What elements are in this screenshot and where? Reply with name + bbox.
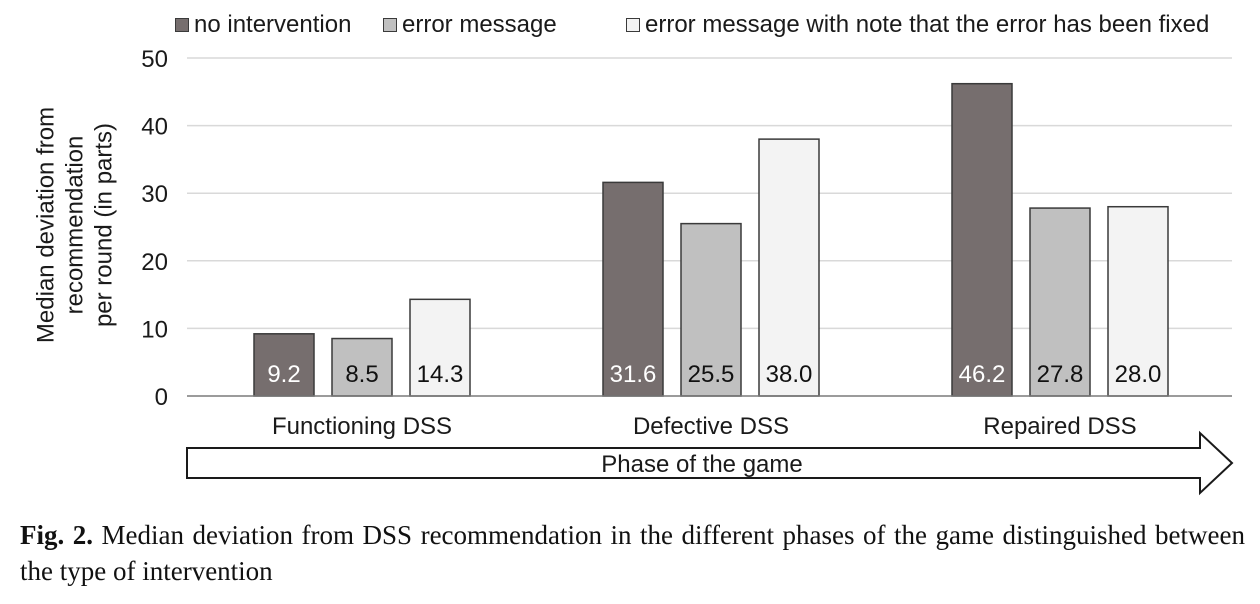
legend-item-error-fixed: error message with note that the error h… bbox=[626, 10, 1209, 40]
y-tick-label: 10 bbox=[141, 316, 168, 343]
y-tick-label: 40 bbox=[141, 114, 168, 141]
y-tick-label: 30 bbox=[141, 181, 168, 208]
legend-swatch-no-intervention bbox=[175, 18, 189, 32]
legend-item-no-intervention: no intervention bbox=[175, 10, 351, 40]
bar-value-label: 27.8 bbox=[1037, 361, 1084, 388]
bar-value-label: 46.2 bbox=[959, 361, 1006, 388]
y-tick-label: 0 bbox=[155, 384, 168, 411]
bar bbox=[602, 181, 664, 397]
phase-arrow bbox=[186, 430, 1234, 496]
bar bbox=[409, 298, 471, 397]
x-tick-label: Functioning DSS bbox=[272, 413, 452, 440]
x-tick-label: Defective DSS bbox=[633, 413, 789, 440]
legend-label-error-fixed: error message with note that the error h… bbox=[645, 11, 1210, 38]
bar bbox=[680, 222, 742, 397]
figure-caption: Fig. 2. Median deviation from DSS recomm… bbox=[20, 517, 1245, 589]
y-tick-label: 20 bbox=[141, 249, 168, 276]
bar bbox=[1029, 207, 1091, 397]
bar bbox=[253, 333, 315, 397]
bar bbox=[1107, 205, 1169, 397]
bar-value-label: 31.6 bbox=[610, 361, 657, 388]
legend-label-no-intervention: no intervention bbox=[194, 11, 352, 38]
figure-caption-label: Fig. 2. bbox=[20, 520, 94, 550]
x-tick-label: Repaired DSS bbox=[983, 413, 1136, 440]
legend-swatch-error-fixed bbox=[626, 18, 640, 32]
bar-value-label: 28.0 bbox=[1115, 361, 1162, 388]
legend-label-error-message: error message bbox=[402, 11, 557, 38]
legend-swatch-error-message bbox=[383, 18, 397, 32]
bar bbox=[758, 138, 820, 397]
bar-value-label: 38.0 bbox=[766, 361, 813, 388]
bar bbox=[331, 337, 393, 397]
bar-chart: 0 10 20 30 40 50 9.2 8.5 14.3 Functioning DSS 31.6… bbox=[141, 46, 1234, 496]
figure-caption-text: Median deviation from DSS recommendation… bbox=[20, 520, 1246, 586]
bar-value-label: 25.5 bbox=[688, 361, 735, 388]
bar-value-label: 8.5 bbox=[345, 361, 378, 388]
y-tick-label: 50 bbox=[141, 46, 168, 73]
bar bbox=[951, 82, 1013, 397]
bar-value-label: 9.2 bbox=[267, 361, 300, 388]
legend-item-error-message: error message bbox=[383, 10, 557, 40]
x-axis-label: Phase of the game bbox=[601, 451, 802, 478]
bar-value-label: 14.3 bbox=[417, 361, 464, 388]
